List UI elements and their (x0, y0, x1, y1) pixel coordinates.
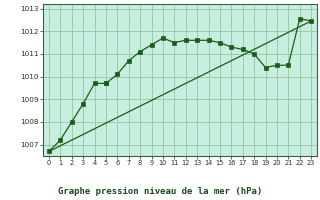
Text: Graphe pression niveau de la mer (hPa): Graphe pression niveau de la mer (hPa) (58, 188, 262, 196)
